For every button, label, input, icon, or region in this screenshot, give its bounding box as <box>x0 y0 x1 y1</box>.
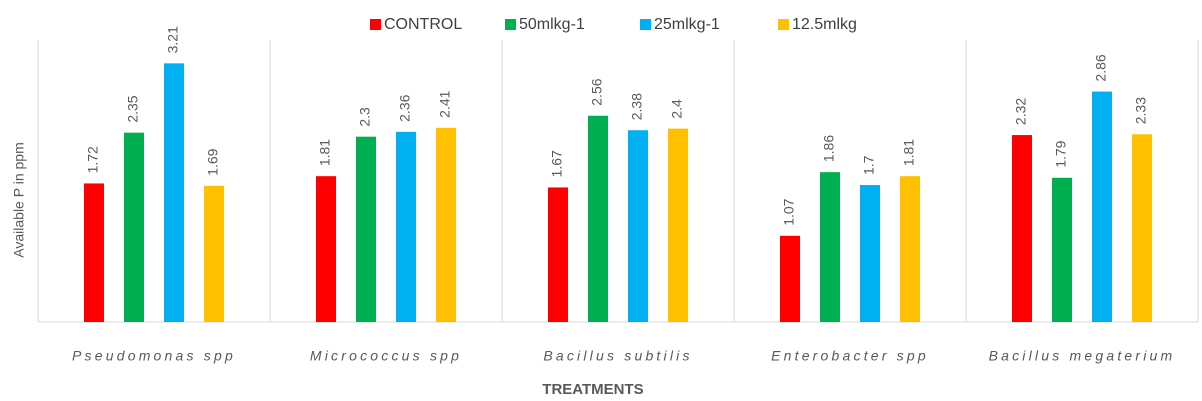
bar <box>628 130 648 322</box>
bar <box>668 128 688 322</box>
bar <box>588 115 608 322</box>
bar <box>548 187 568 322</box>
x-tick-label: Bacillus megaterium <box>989 348 1176 364</box>
bar <box>84 183 104 322</box>
bar <box>1132 134 1152 322</box>
legend-label: CONTROL <box>384 16 462 33</box>
legend-label: 12.5mlkg <box>792 16 857 33</box>
value-label: 1.07 <box>781 198 797 225</box>
value-label: 2.41 <box>437 90 453 117</box>
bar <box>316 176 336 322</box>
bar <box>124 132 144 322</box>
value-label: 1.69 <box>205 148 221 175</box>
bar <box>820 172 840 322</box>
value-label: 2.86 <box>1093 54 1109 81</box>
value-label: 2.4 <box>669 99 685 119</box>
value-label: 2.32 <box>1013 98 1029 125</box>
bar <box>860 185 880 322</box>
value-label: 2.3 <box>357 107 373 127</box>
bar <box>780 235 800 322</box>
legend-swatch <box>778 19 789 30</box>
bar <box>1092 91 1112 323</box>
legend-swatch <box>505 19 516 30</box>
bar <box>1052 177 1072 322</box>
x-axis-title: TREATMENTS <box>542 381 643 398</box>
x-tick-label: Bacillus subtilis <box>543 348 692 364</box>
bar <box>204 185 224 322</box>
value-label: 1.72 <box>85 146 101 173</box>
value-label: 1.81 <box>901 139 917 166</box>
bar <box>396 131 416 322</box>
value-label: 1.7 <box>861 155 877 175</box>
bar <box>436 127 456 322</box>
y-axis-title: Available P in ppm <box>11 142 27 257</box>
value-label: 1.81 <box>317 139 333 166</box>
value-label: 2.36 <box>397 94 413 121</box>
bar <box>164 63 184 322</box>
value-label: 1.67 <box>549 150 565 177</box>
value-label: 1.79 <box>1053 140 1069 167</box>
value-label: 1.86 <box>821 135 837 162</box>
legend-label: 50mlkg-1 <box>519 16 585 33</box>
bar <box>356 136 376 322</box>
legend-label: 25mlkg-1 <box>654 16 720 33</box>
value-label: 2.35 <box>125 95 141 122</box>
value-label: 2.33 <box>1133 97 1149 124</box>
legend-swatch <box>370 19 381 30</box>
x-tick-label: Pseudomonas spp <box>72 348 236 364</box>
bar <box>900 176 920 322</box>
value-label: 2.38 <box>629 93 645 120</box>
bar <box>1012 135 1032 322</box>
value-label: 3.21 <box>165 26 181 53</box>
legend-swatch <box>640 19 651 30</box>
value-label: 2.56 <box>589 78 605 105</box>
x-tick-label: Micrococcus spp <box>310 348 462 364</box>
x-tick-label: Enterobacter spp <box>771 348 929 364</box>
